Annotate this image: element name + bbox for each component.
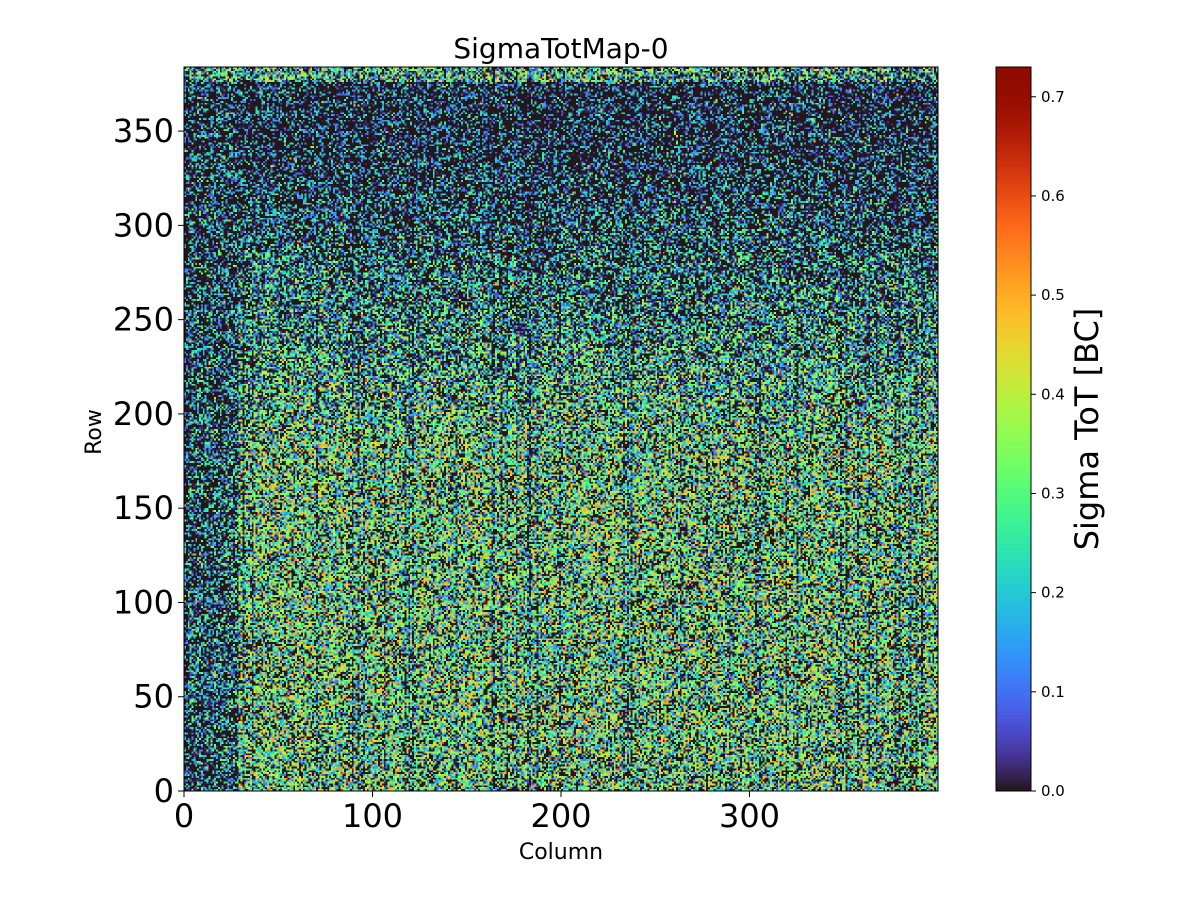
x-tick-label: 0 (174, 797, 194, 835)
x-tick-label: 300 (719, 797, 780, 835)
y-tick-label: 300 (113, 206, 174, 244)
y-tick-label: 250 (113, 301, 174, 339)
colorbar-tick-label: 0.2 (1041, 584, 1065, 602)
x-axis-ticks: 0 100 200 300 (174, 791, 780, 835)
colorbar-tick-label: 0.0 (1041, 782, 1065, 800)
y-tick-label: 50 (133, 678, 174, 716)
chart-title: SigmaTotMap-0 (453, 32, 668, 65)
y-tick-label: 0 (154, 772, 174, 810)
x-tick-label: 200 (530, 797, 591, 835)
heatmap-image (184, 67, 938, 791)
colorbar-ticks: 0.0 0.1 0.2 0.3 0.4 0.5 0.6 0.7 (1031, 88, 1065, 800)
colorbar-tick-label: 0.4 (1041, 385, 1065, 403)
y-tick-label: 100 (113, 583, 174, 621)
colorbar-frame (995, 66, 1032, 792)
colorbar-tick-label: 0.7 (1041, 88, 1065, 106)
y-axis-ticks: 0 50 100 150 200 250 300 350 (113, 112, 184, 810)
y-axis-label: Row (82, 409, 107, 455)
x-axis-label: Column (519, 840, 603, 865)
colorbar-label: Sigma ToT [BC] (1068, 308, 1106, 551)
y-tick-label: 200 (113, 395, 174, 433)
colorbar-tick-label: 0.6 (1041, 187, 1065, 205)
plot-area-frame (183, 66, 939, 792)
y-tick-label: 150 (113, 489, 174, 527)
colorbar-tick-label: 0.5 (1041, 286, 1065, 304)
y-tick-label: 350 (113, 112, 174, 150)
colorbar-gradient (996, 67, 1031, 791)
colorbar-tick-label: 0.1 (1041, 683, 1065, 701)
colorbar-tick-label: 0.3 (1041, 484, 1065, 502)
x-tick-label: 100 (342, 797, 403, 835)
